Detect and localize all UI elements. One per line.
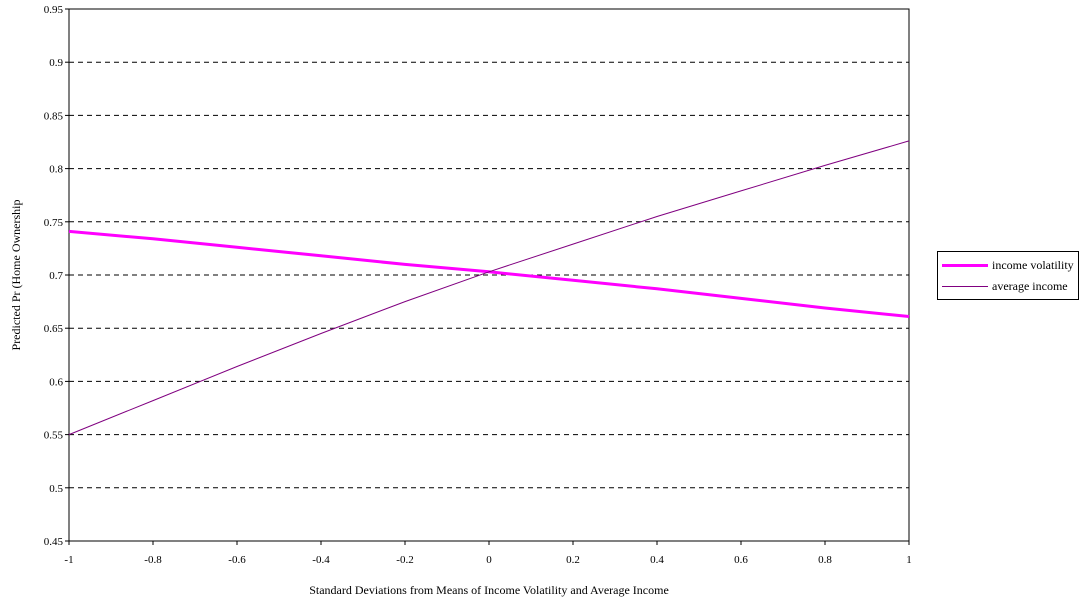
- y-tick-label: 0.55: [44, 430, 64, 442]
- legend-swatch-average-income: [942, 286, 988, 287]
- y-tick-label: 0.95: [44, 4, 64, 16]
- x-tick-label: 0.6: [734, 554, 748, 566]
- y-tick-label: 0.65: [44, 323, 64, 335]
- series-line-average-income: [68, 140, 910, 436]
- x-tick-label: 0.2: [566, 554, 580, 566]
- y-tick-label: 0.75: [44, 217, 64, 229]
- y-tick-label: 0.6: [49, 376, 63, 388]
- x-tick-label: -0.6: [228, 554, 246, 566]
- y-tick-label: 0.9: [49, 57, 63, 69]
- x-axis-label: Standard Deviations from Means of Income…: [309, 583, 669, 597]
- x-tick-label: 0.4: [650, 554, 664, 566]
- gridlines: [69, 61, 909, 489]
- x-tick-label: 0.8: [818, 554, 832, 566]
- legend-label-income-volatility: income volatility: [992, 258, 1074, 272]
- x-tick-label: -0.8: [144, 554, 162, 566]
- x-tick-label: -0.2: [396, 554, 413, 566]
- legend-swatch-income-volatility: [942, 264, 988, 267]
- y-tick-label: 0.8: [49, 164, 63, 176]
- series-lines: [68, 140, 910, 436]
- x-tick-label: -1: [64, 554, 73, 566]
- x-axis-ticks: -1 -0.8 -0.6 -0.4 -0.2 0 0.2 0.4 0.6 0.8 1: [64, 541, 912, 566]
- legend-label-average-income: average income: [992, 279, 1068, 293]
- y-tick-label: 0.85: [44, 110, 64, 122]
- x-tick-label: -0.4: [312, 554, 330, 566]
- legend: income volatility average income: [937, 251, 1079, 300]
- legend-item-income-volatility: income volatility: [942, 255, 1078, 276]
- y-tick-label: 0.5: [49, 483, 63, 495]
- y-tick-label: 0.7: [49, 270, 63, 282]
- legend-item-average-income: average income: [942, 276, 1078, 297]
- x-tick-label: 1: [906, 554, 912, 566]
- y-tick-label: 0.45: [44, 536, 64, 548]
- y-axis-ticks: 0.45 0.5 0.55 0.6 0.65 0.7 0.75 0.8 0.85 0.9 0.95: [44, 4, 69, 548]
- x-tick-label: 0: [486, 554, 492, 566]
- series-line-income-volatility: [68, 229, 910, 318]
- y-axis-label: Predicted Pr (Home Ownership: [9, 200, 23, 351]
